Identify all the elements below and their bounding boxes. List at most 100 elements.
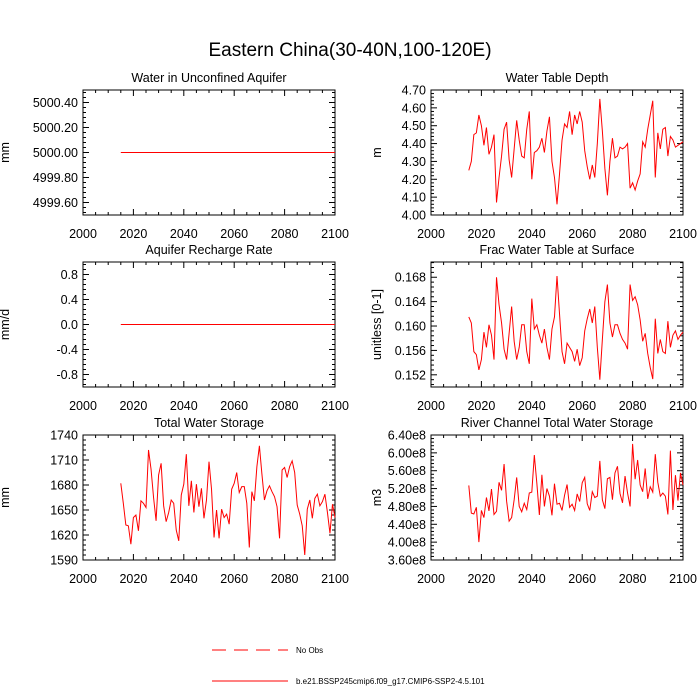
y-axis-label: m	[370, 147, 384, 157]
x-tick-label: 2080	[271, 572, 299, 586]
y-axis-label: mm	[0, 487, 12, 508]
x-tick-label: 2080	[619, 399, 647, 413]
x-tick-label: 2000	[417, 227, 445, 241]
y-tick-label: 4.80e8	[388, 500, 426, 514]
y-tick-label: 4.00	[402, 209, 426, 223]
panel-title: Water in Unconfined Aquifer	[131, 71, 286, 85]
y-tick-label: 3.60e8	[388, 554, 426, 568]
y-tick-label: 0.152	[395, 368, 426, 382]
y-tick-label: 1680	[50, 479, 78, 493]
y-tick-label: 5000.40	[33, 96, 78, 110]
x-tick-label: 2020	[467, 399, 495, 413]
x-tick-label: 2100	[669, 399, 697, 413]
panel-5: Total Water Storage mm 2000 2020 2040 2060 208…	[0, 416, 349, 586]
panel-1: Water in Unconfined Aquifer mm 2000 2020 204…	[0, 71, 349, 241]
panel-2: Water Table Depth m 2000 2020 2040 2060 2080 21…	[370, 71, 697, 241]
x-tick-label: 2000	[69, 227, 97, 241]
y-tick-label: 1620	[50, 529, 78, 543]
y-tick-label: 0.168	[395, 271, 426, 285]
x-tick-label: 2000	[69, 399, 97, 413]
panel-title: Water Table Depth	[506, 71, 609, 85]
y-tick-label: 4.20	[402, 173, 426, 187]
x-tick-label: 2100	[669, 572, 697, 586]
x-tick-label: 2060	[568, 572, 596, 586]
y-tick-label: 0.4	[61, 293, 78, 307]
x-tick-label: 2040	[518, 399, 546, 413]
y-tick-label: 6.40e8	[388, 429, 426, 443]
y-axis-label: unitless [0-1]	[370, 289, 384, 360]
x-tick-label: 2000	[417, 572, 445, 586]
y-tick-label: 1740	[50, 429, 78, 443]
panel-4: Frac Water Table at Surface unitless [0-1…	[370, 243, 697, 413]
x-tick-label: 2040	[170, 227, 198, 241]
x-tick-label: 2100	[669, 227, 697, 241]
x-tick-label: 2040	[170, 399, 198, 413]
x-tick-label: 2080	[271, 227, 299, 241]
x-tick-label: 2100	[321, 227, 349, 241]
x-tick-label: 2060	[220, 399, 248, 413]
x-tick-label: 2080	[619, 227, 647, 241]
x-tick-label: 2020	[119, 572, 147, 586]
x-tick-label: 2000	[69, 572, 97, 586]
y-tick-label: 5000.00	[33, 146, 78, 160]
y-tick-label: 4.60	[402, 101, 426, 115]
x-tick-label: 2100	[321, 572, 349, 586]
y-tick-label: 1650	[50, 504, 78, 518]
series-line	[468, 443, 684, 543]
y-tick-label: 1590	[50, 554, 78, 568]
y-tick-label: 4.10	[402, 191, 426, 205]
y-tick-label: 4999.60	[33, 196, 78, 210]
y-tick-label: 5.60e8	[388, 464, 426, 478]
x-tick-label: 2080	[619, 572, 647, 586]
y-tick-label: 0.156	[395, 344, 426, 358]
y-tick-label: 0.164	[395, 295, 426, 309]
panel-title: Total Water Storage	[154, 416, 264, 430]
x-tick-label: 2020	[119, 399, 147, 413]
y-tick-label: 4.50	[402, 119, 426, 133]
y-axis-label: mm	[0, 142, 12, 163]
x-tick-label: 2040	[518, 227, 546, 241]
panel-title: River Channel Total Water Storage	[461, 416, 654, 430]
x-tick-label: 2000	[417, 399, 445, 413]
y-tick-label: 0.160	[395, 320, 426, 334]
y-tick-label: 4.00e8	[388, 536, 426, 550]
x-tick-label: 2100	[321, 399, 349, 413]
x-tick-label: 2020	[467, 572, 495, 586]
legend: No Obs b.e21.BSSP245cmip6.f09_g17.CMIP6-…	[212, 646, 485, 686]
x-tick-label: 2080	[271, 399, 299, 413]
x-tick-label: 2040	[518, 572, 546, 586]
legend-label-model: b.e21.BSSP245cmip6.f09_g17.CMIP6-SSP2-4.…	[296, 677, 485, 686]
series-line	[468, 275, 684, 380]
x-tick-label: 2060	[220, 227, 248, 241]
y-tick-label: 4.40	[402, 137, 426, 151]
y-axis-label: m3	[370, 489, 384, 506]
panels: Water in Unconfined Aquifer mm 2000 2020 204…	[0, 71, 697, 586]
series-line	[468, 98, 684, 205]
y-tick-label: 5000.20	[33, 121, 78, 135]
x-tick-label: 2020	[119, 227, 147, 241]
y-tick-label: 4.70	[402, 84, 426, 98]
y-tick-label: 6.00e8	[388, 446, 426, 460]
panel-title: Frac Water Table at Surface	[480, 243, 635, 257]
y-tick-label: 4999.80	[33, 171, 78, 185]
y-axis-label: mm/d	[0, 309, 12, 340]
x-tick-label: 2060	[568, 399, 596, 413]
y-tick-label: 5.20e8	[388, 482, 426, 496]
x-tick-label: 2060	[568, 227, 596, 241]
y-tick-label: 0.8	[61, 268, 78, 282]
panel-6: River Channel Total Water Storage m3 2000 2…	[370, 416, 697, 586]
legend-label-no-obs: No Obs	[296, 646, 323, 655]
y-tick-label: 1710	[50, 454, 78, 468]
y-tick-label: 4.30	[402, 155, 426, 169]
y-tick-label: -0.8	[56, 368, 78, 382]
panel-3: Aquifer Recharge Rate mm/d 2000 2020 2040 206…	[0, 243, 349, 413]
x-tick-label: 2060	[220, 572, 248, 586]
y-tick-label: -0.4	[56, 343, 78, 357]
x-tick-label: 2040	[170, 572, 198, 586]
panel-title: Aquifer Recharge Rate	[145, 243, 272, 257]
y-tick-label: 0.0	[61, 318, 78, 332]
x-tick-label: 2020	[467, 227, 495, 241]
figure-title: Eastern China(30-40N,100-120E)	[208, 40, 491, 61]
